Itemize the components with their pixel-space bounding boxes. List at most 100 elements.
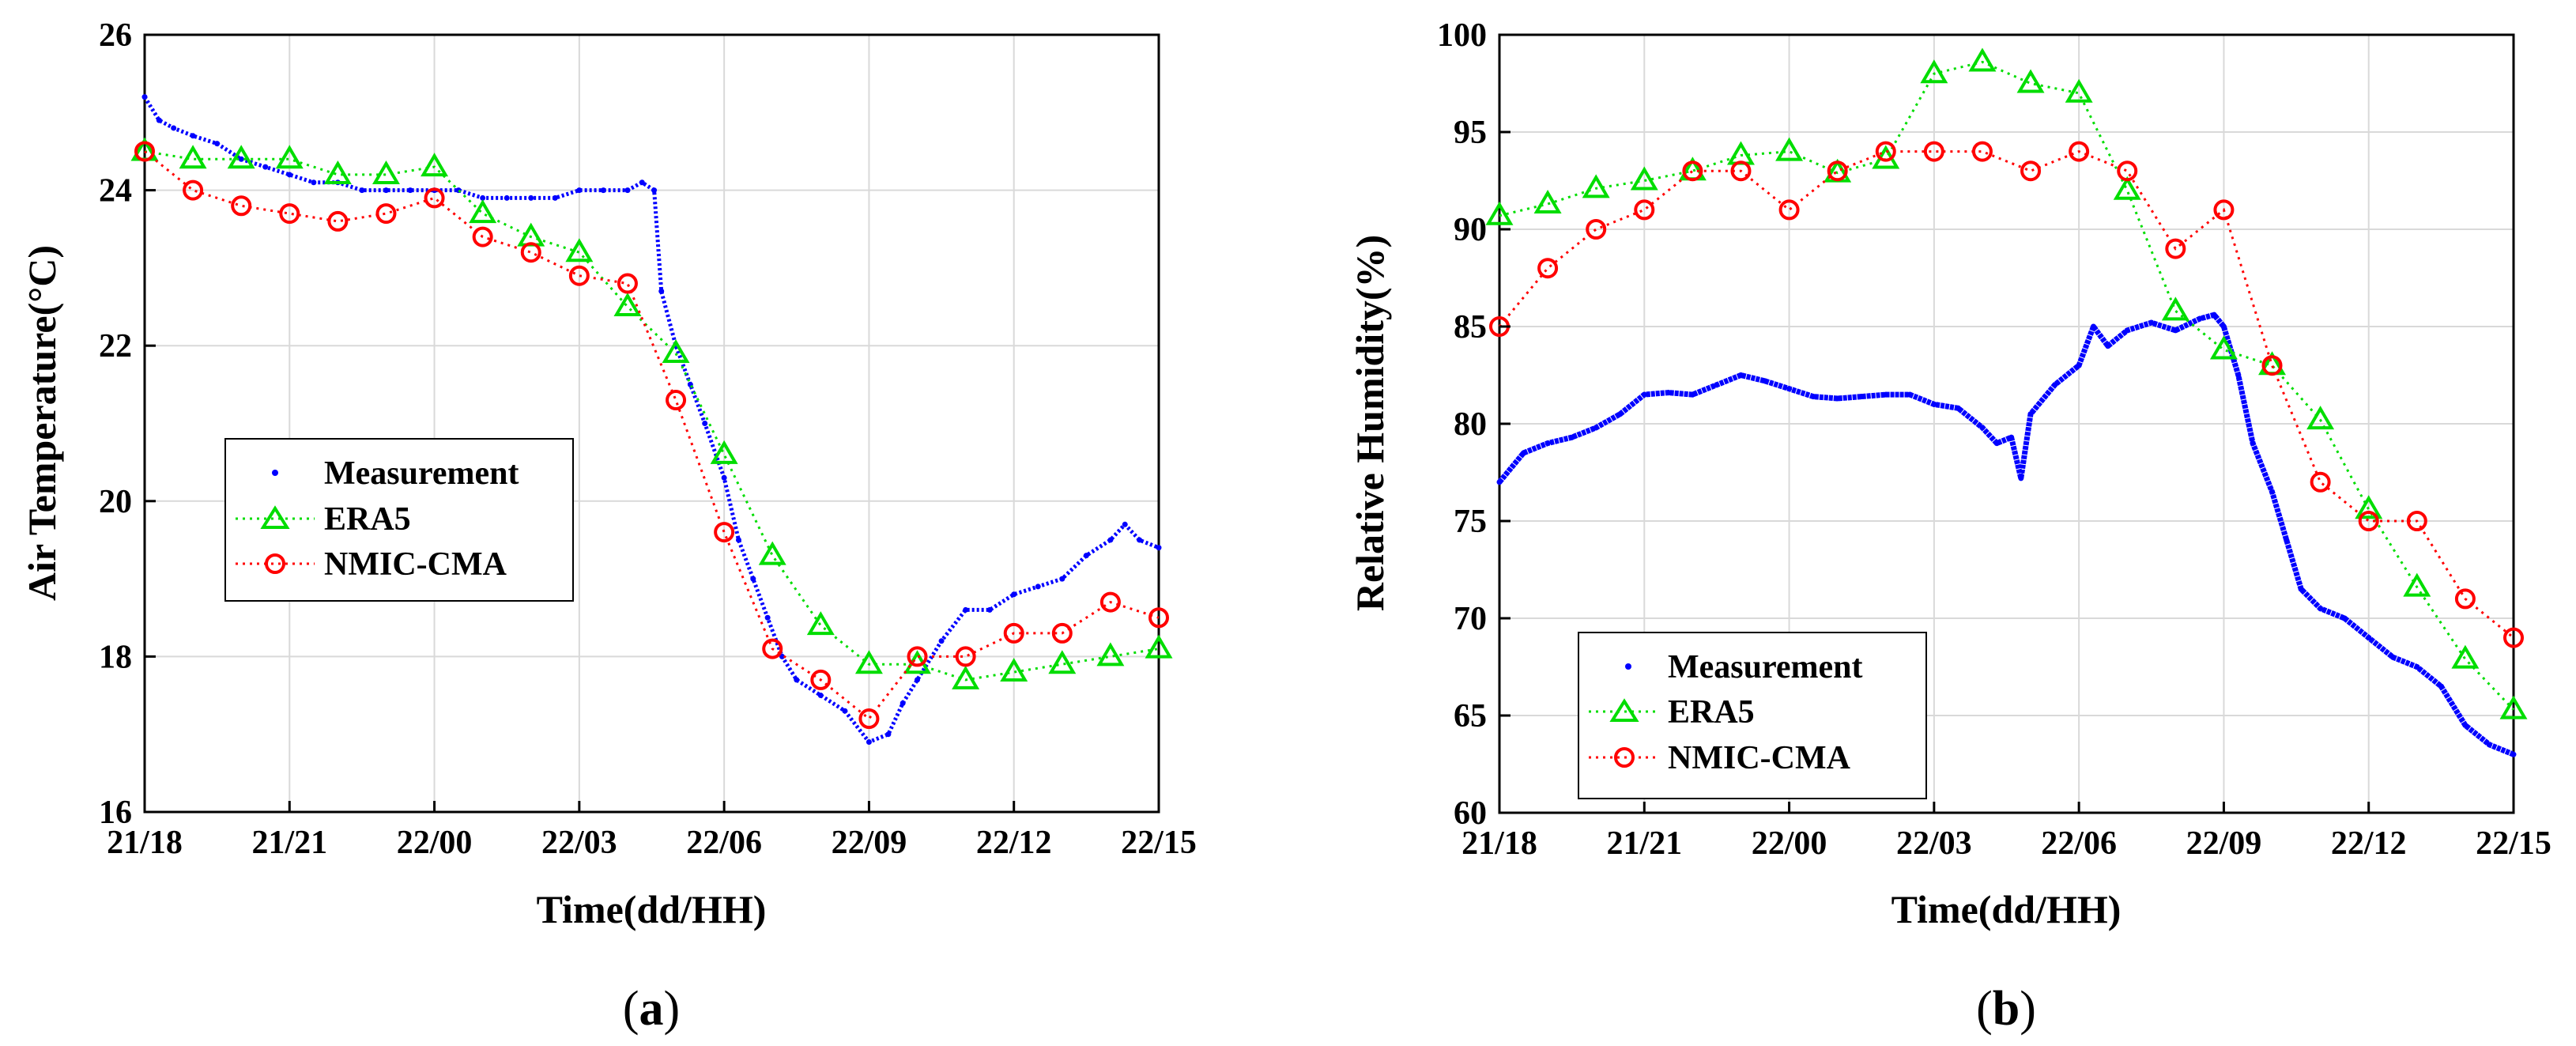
nmic-circle-marker <box>1971 141 1993 162</box>
measurement-point <box>721 474 727 481</box>
era5-triangle-marker <box>710 440 738 464</box>
measurement-point <box>866 739 872 746</box>
era5-triangle-marker <box>2113 176 2141 200</box>
era5-triangle-marker <box>421 153 449 177</box>
series-line <box>1498 149 2514 639</box>
legend-nmic-cma-label: NMIC-CMA <box>324 546 507 583</box>
measurement-point <box>1011 591 1017 598</box>
nmic-circle-marker <box>1148 607 1169 629</box>
measurement-point <box>1835 395 1841 402</box>
y-tick-label: 100 <box>1437 17 1487 54</box>
measurement-trace <box>142 96 1160 744</box>
nmic-circle-marker <box>1827 160 1848 182</box>
measurement-point <box>1665 390 1672 396</box>
legend-era5-marker <box>260 505 290 529</box>
y-tick-label: 75 <box>1454 504 1487 540</box>
series-measurement <box>1496 312 2517 757</box>
measurement-point <box>1714 382 1720 388</box>
measurement-point <box>651 187 658 194</box>
y-tick-label: 16 <box>99 795 132 831</box>
measurement-point <box>1858 394 1865 400</box>
measurement-point <box>1737 372 1744 378</box>
panel-b-y-axis-label: Relative Humidity(%) <box>1348 235 1392 611</box>
x-tick-label: 22/03 <box>1896 825 1972 862</box>
measurement-point <box>1569 434 1575 440</box>
era5-triangle-marker <box>1096 642 1125 666</box>
measurement-point <box>2284 538 2290 544</box>
panel-a-chart: 21/18 21/21 22/00 22/03 22/06 22/09 22/12 22/15… <box>20 17 1197 1036</box>
era5-triangle-marker <box>1630 166 1658 191</box>
measurement-point <box>986 606 993 613</box>
measurement-point <box>764 614 771 621</box>
era5-triangle-marker <box>1145 634 1173 659</box>
measurement-point <box>2235 372 2242 378</box>
nmic-circle-marker <box>2358 511 2379 531</box>
panel-a-x-ticks: 21/18 21/21 22/00 22/03 22/06 22/09 22/12 22/15 <box>107 801 1197 861</box>
era5-triangle-marker <box>275 145 304 169</box>
measurement-point <box>2172 327 2178 334</box>
era5-triangle-marker <box>854 650 883 674</box>
panel-b-legend-measurement: Measurement <box>1625 649 1862 685</box>
nmic-circle-marker <box>134 141 155 162</box>
legend-nmic-cma-label: NMIC-CMA <box>1668 740 1851 776</box>
measurement-point <box>2366 635 2372 641</box>
nmic-circle-marker <box>1586 219 1607 240</box>
x-tick-label: 22/09 <box>2186 825 2262 862</box>
x-tick-label: 22/12 <box>976 825 1052 861</box>
measurement-point <box>658 288 665 294</box>
nmic-circle-marker <box>2020 160 2042 182</box>
measurement-point <box>2197 315 2203 322</box>
era5-triangle-marker <box>2499 695 2528 719</box>
nmic-circle-marker <box>2261 355 2283 376</box>
panel-b-x-ticks: 21/18 21/21 22/00 22/03 22/06 22/09 22/12 22/15 <box>1461 802 2551 862</box>
y-tick-label: 95 <box>1454 115 1487 151</box>
measurement-point <box>963 606 969 613</box>
measurement-point <box>1786 386 1793 392</box>
era5-triangle-marker <box>517 222 545 247</box>
measurement-point <box>1883 391 1889 398</box>
y-tick-label: 60 <box>1454 795 1487 832</box>
nmic-circle-marker <box>424 187 445 209</box>
series-nmic-cma <box>134 141 1169 730</box>
measurement-point <box>915 677 921 683</box>
era5-triangle-marker <box>2161 296 2189 321</box>
era5-triangle-marker <box>806 611 835 636</box>
x-tick-label: 22/00 <box>1752 825 1827 862</box>
nmic-circle-marker <box>1778 199 1800 221</box>
era5-triangle-marker <box>1485 201 1514 225</box>
measurement-point <box>262 164 269 170</box>
measurement-point <box>842 708 848 714</box>
panel-a-y-ticks: 16 18 20 22 24 26 <box>99 17 156 831</box>
panel-b-y-ticks: 60 65 70 75 80 85 90 95 100 <box>1437 17 1511 832</box>
measurement-point <box>311 179 317 186</box>
measurement-point <box>1035 583 1041 590</box>
measurement-point <box>938 638 945 644</box>
era5-triangle-marker <box>1920 59 1948 84</box>
era5-triangle-marker <box>179 145 207 169</box>
era5-triangle-marker <box>323 160 352 184</box>
panel-b-series <box>1485 47 2528 757</box>
measurement-point <box>2389 654 2396 660</box>
measurement-point <box>1931 401 1937 407</box>
legend-era5-label: ERA5 <box>1668 694 1755 731</box>
measurement-point <box>1593 425 1599 431</box>
legend-era5-label: ERA5 <box>324 501 411 538</box>
measurement-point <box>2341 615 2348 621</box>
measurement-point <box>1544 440 1551 447</box>
measurement-point <box>1083 553 1089 559</box>
measurement-point <box>2090 323 2096 330</box>
era5-triangle-marker <box>227 145 255 169</box>
era5-triangle-marker <box>2209 335 2238 360</box>
measurement-point <box>214 141 221 147</box>
panel-b-caption: (b) <box>1976 982 2036 1036</box>
nmic-circle-marker <box>617 273 638 294</box>
nmic-circle-marker <box>2454 588 2476 610</box>
measurement-point <box>1762 378 1768 384</box>
nmic-circle-marker <box>279 203 300 225</box>
panel-a-caption-letter: a <box>639 982 664 1036</box>
nmic-circle-marker <box>762 638 783 659</box>
measurement-point <box>624 187 631 194</box>
legend-measurement-marker <box>272 470 278 476</box>
measurement-point <box>817 693 824 699</box>
x-tick-label: 22/06 <box>2041 825 2117 862</box>
